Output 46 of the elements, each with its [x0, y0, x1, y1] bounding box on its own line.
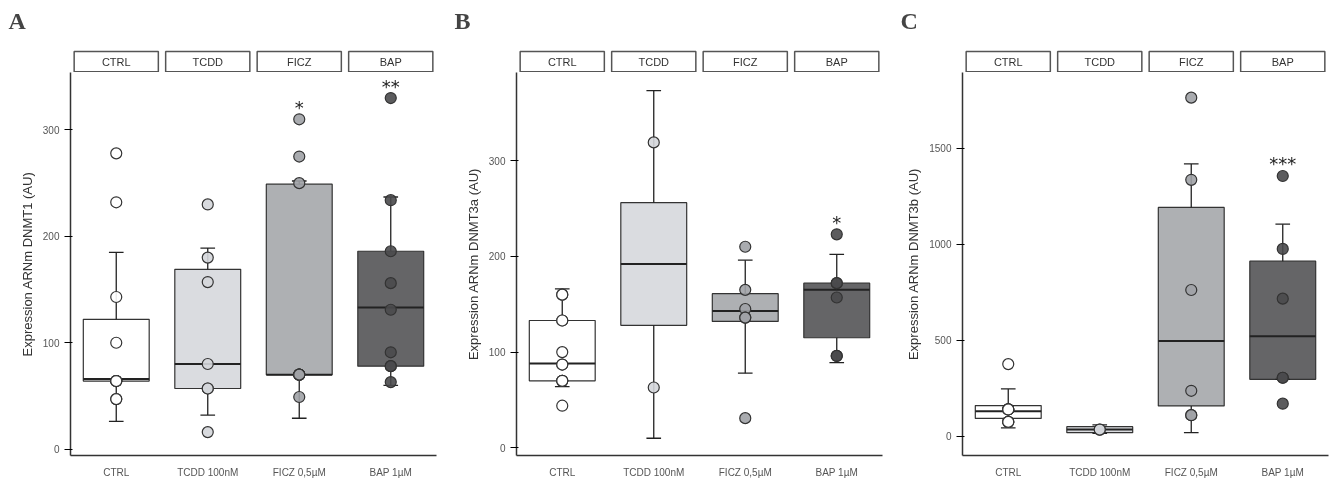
- annotation: *: [832, 211, 842, 233]
- x-tick-label: TCDD 100nM: [623, 466, 685, 478]
- y-tick-label: 0: [945, 431, 952, 443]
- chart-title: C: [900, 7, 918, 34]
- y-axis-title: Expression ARNm DNMT1 (AU): [19, 172, 35, 357]
- text: BAP: [379, 55, 402, 68]
- y-tick-label: 500: [934, 335, 952, 347]
- text: BAP: [1271, 55, 1294, 68]
- y-tick-label: 100: [488, 347, 506, 359]
- y-tick-label: 1500: [929, 143, 952, 155]
- y-tick-label: 1000: [929, 239, 952, 251]
- x-tick-label: FICZ 0,5µM: [272, 466, 326, 478]
- x-tick-label: BAP 1µM: [815, 466, 858, 478]
- text: TCDD: [192, 55, 224, 68]
- x-tick-label: FICZ 0,5µM: [718, 466, 772, 478]
- text: TCDD: [1084, 55, 1116, 68]
- annotation: **: [381, 75, 400, 97]
- text: FICZ: [1179, 55, 1204, 68]
- text: CTRL: [993, 55, 1023, 68]
- x-tick-label: CTRL: [549, 466, 576, 478]
- text: CTRL: [547, 55, 577, 68]
- y-tick-label: 200: [42, 231, 60, 243]
- y-tick-label: 200: [488, 251, 506, 263]
- y-tick-label: 0: [499, 442, 506, 454]
- text: FICZ: [733, 55, 758, 68]
- y-tick-label: 300: [42, 124, 60, 136]
- x-tick-label: BAP 1µM: [1261, 466, 1304, 478]
- text: FICZ: [287, 55, 312, 68]
- chart-title: B: [454, 7, 471, 34]
- text: BAP: [825, 55, 848, 68]
- text: CTRL: [101, 55, 131, 68]
- y-tick-label: 300: [488, 155, 506, 167]
- x-tick-label: TCDD 100nM: [177, 466, 239, 478]
- y-axis-title: Expression ARNm DNMT3a (AU): [465, 168, 481, 361]
- x-tick-label: FICZ 0,5µM: [1164, 466, 1218, 478]
- x-tick-label: CTRL: [103, 466, 130, 478]
- text: TCDD: [638, 55, 670, 68]
- annotation: *: [294, 96, 304, 118]
- chart-title: A: [8, 7, 27, 34]
- x-tick-label: TCDD 100nM: [1069, 466, 1131, 478]
- y-axis-title: Expression ARNm DNMT3b (AU): [906, 168, 922, 361]
- x-tick-label: BAP 1µM: [369, 466, 412, 478]
- x-tick-label: CTRL: [995, 466, 1022, 478]
- y-tick-label: 100: [42, 337, 60, 349]
- annotation: ***: [1269, 153, 1297, 175]
- y-tick-label: 0: [53, 444, 60, 456]
